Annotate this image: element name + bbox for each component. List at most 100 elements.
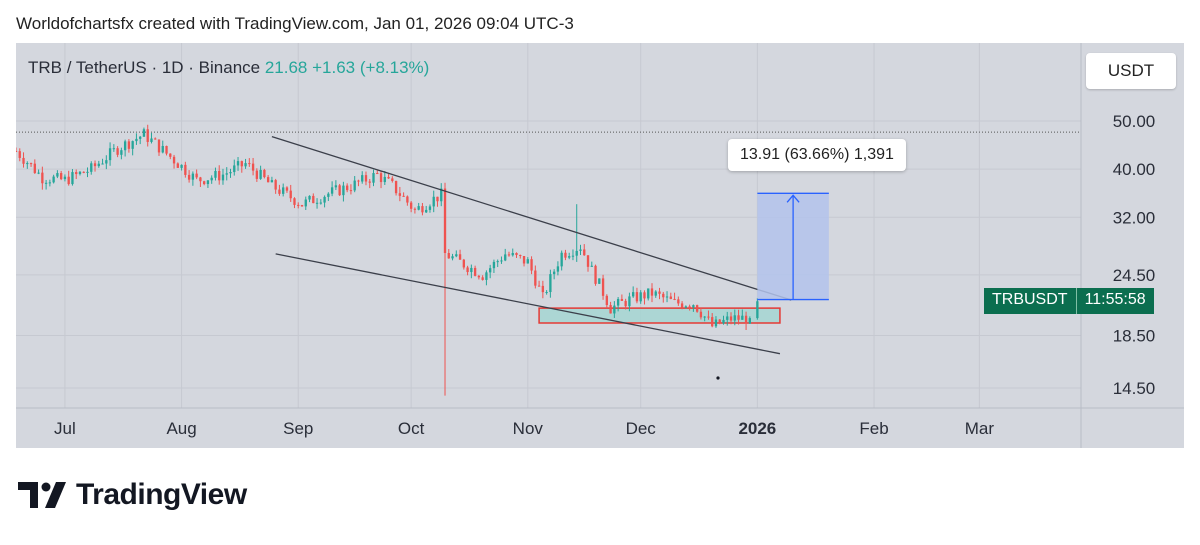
x-tick-label: 2026 xyxy=(738,419,776,438)
candle xyxy=(601,274,605,300)
candle xyxy=(278,184,281,196)
candle xyxy=(202,180,206,186)
candle xyxy=(549,269,552,298)
candle-body xyxy=(29,163,33,165)
candle-body xyxy=(142,129,146,137)
candle-body xyxy=(537,285,541,287)
candle xyxy=(304,196,307,210)
candle-body xyxy=(41,172,44,184)
candle-body xyxy=(368,181,371,183)
candle-body xyxy=(67,176,70,185)
candle xyxy=(432,190,435,213)
x-tick-label: Jul xyxy=(54,419,76,438)
candle-body xyxy=(677,299,680,304)
candle-body xyxy=(150,138,153,142)
candle-body xyxy=(52,176,55,183)
x-tick-label: Mar xyxy=(965,419,995,438)
candle xyxy=(609,301,612,314)
candle-body xyxy=(274,180,277,190)
candle xyxy=(744,311,748,330)
candle-body xyxy=(417,206,420,210)
candle xyxy=(315,198,319,209)
candle xyxy=(176,162,179,168)
candle-body xyxy=(594,265,597,284)
trendlines xyxy=(271,136,792,355)
candle-body xyxy=(289,190,292,199)
candle xyxy=(146,124,149,147)
candle-body xyxy=(63,176,67,180)
candle-body xyxy=(263,169,266,178)
candle-body xyxy=(251,163,255,171)
candle-body xyxy=(391,178,394,181)
candle xyxy=(345,183,349,193)
candle xyxy=(643,290,646,305)
candle xyxy=(455,250,458,258)
candle-body xyxy=(191,173,195,180)
candle-body xyxy=(635,292,639,302)
candle-body xyxy=(658,291,661,294)
candle xyxy=(703,316,706,322)
candle-body xyxy=(16,151,18,153)
candle xyxy=(669,292,672,300)
candle xyxy=(662,291,665,303)
candle-body xyxy=(315,202,319,204)
candle xyxy=(624,298,627,310)
candle-body xyxy=(462,259,465,268)
candle xyxy=(270,176,274,183)
candle xyxy=(75,169,78,180)
symbol-title: TRB / TetherUS · 1D · Binance xyxy=(28,58,261,77)
y-tick-label: 40.00 xyxy=(1113,160,1156,179)
candle xyxy=(180,164,183,171)
candle xyxy=(673,292,676,301)
candle-body xyxy=(139,136,142,139)
candle-body xyxy=(44,182,48,184)
candle-body xyxy=(733,315,736,321)
candle-body xyxy=(255,170,259,179)
x-tick-label: Nov xyxy=(513,419,544,438)
chart-panel[interactable]: Jul Aug Sep Oct Nov Dec 2026 Feb Mar 50.00 40.00 32… xyxy=(16,43,1184,448)
candle xyxy=(78,170,82,176)
candle xyxy=(263,168,266,179)
candle-body xyxy=(214,170,217,178)
candle-body xyxy=(154,138,157,140)
candle xyxy=(123,139,127,157)
candle-body xyxy=(372,173,375,183)
candle-body xyxy=(722,319,725,324)
candle xyxy=(564,249,567,261)
candle xyxy=(522,255,526,267)
candle-body xyxy=(647,288,650,299)
candle xyxy=(598,278,601,285)
candle-body xyxy=(342,185,345,196)
axes: Jul Aug Sep Oct Nov Dec 2026 Feb Mar 50.00 40.00 32… xyxy=(16,43,1184,448)
candle-body xyxy=(236,161,240,166)
candle-body xyxy=(78,171,82,175)
candle xyxy=(677,296,680,306)
candle-body xyxy=(93,163,97,167)
price-chart[interactable]: Jul Aug Sep Oct Nov Dec 2026 Feb Mar 50.00 40.00 32… xyxy=(16,43,1184,448)
stray-dot xyxy=(716,376,720,380)
candle-body xyxy=(680,303,684,308)
candle-body xyxy=(504,254,507,261)
candle xyxy=(665,291,669,303)
candle-body xyxy=(466,267,469,273)
candle-body xyxy=(353,180,356,191)
candle xyxy=(251,157,255,176)
candle-body xyxy=(718,319,721,324)
candle xyxy=(534,265,537,289)
candle-body xyxy=(120,150,123,155)
candle-body xyxy=(443,188,447,254)
candle-body xyxy=(545,292,548,294)
candle xyxy=(323,195,326,208)
currency-button[interactable]: USDT xyxy=(1086,53,1176,89)
candle xyxy=(195,169,198,180)
candle-body xyxy=(383,176,386,183)
tradingview-logo[interactable]: TradingView xyxy=(18,478,247,512)
candle xyxy=(161,140,164,154)
candle xyxy=(214,167,217,181)
candle-body xyxy=(112,148,116,150)
candle xyxy=(327,192,330,201)
candle-body xyxy=(75,172,78,175)
candle-body xyxy=(628,296,631,307)
candle-body xyxy=(496,261,499,263)
candle-body xyxy=(477,275,481,278)
